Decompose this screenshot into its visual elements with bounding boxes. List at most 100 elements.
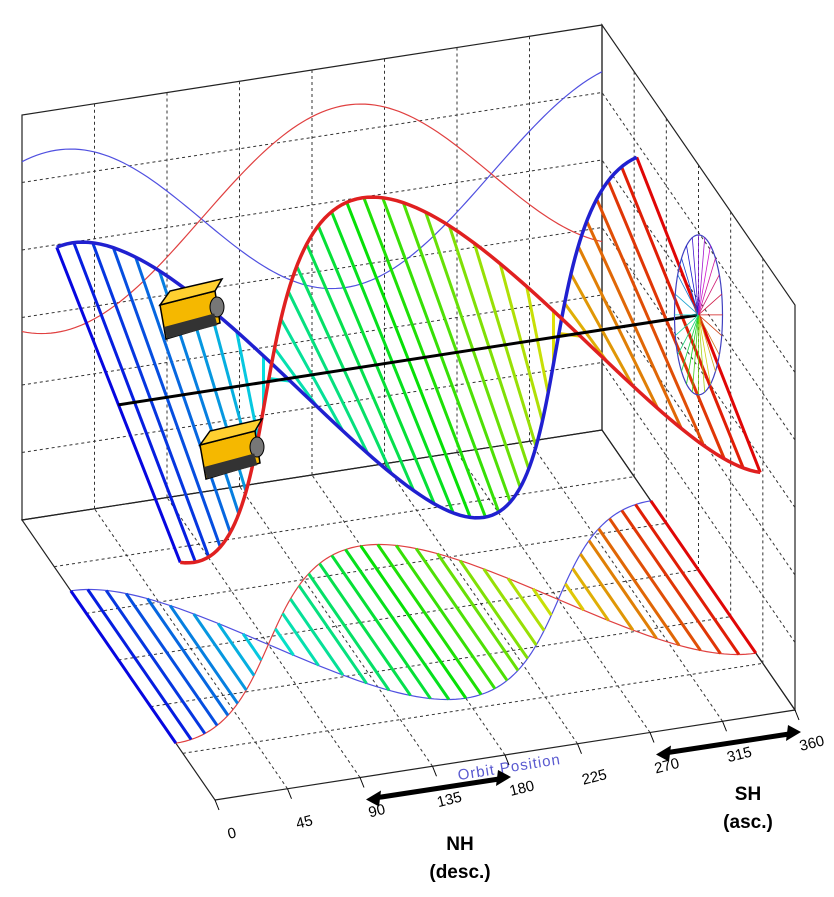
floor-rung: [414, 547, 509, 682]
arrow-head: [656, 745, 671, 762]
spoke: [698, 293, 722, 316]
floor-rung: [394, 544, 497, 690]
floor-rung: [274, 627, 295, 657]
satellite: [158, 277, 224, 307]
grid-line: [21, 294, 603, 386]
tick-label: 45: [294, 812, 314, 833]
floor-rung: [168, 604, 239, 705]
tick-mark: [504, 754, 510, 766]
grid-line: [601, 92, 796, 373]
floor-rung: [359, 544, 468, 700]
spoke: [677, 314, 699, 356]
floor-rung: [571, 567, 610, 622]
floor-rung: [634, 503, 741, 656]
floor-rung: [506, 577, 546, 632]
helix: [180, 195, 761, 565]
tick-mark: [649, 732, 655, 743]
floor-rung: [330, 554, 432, 700]
satellite-base: [164, 313, 218, 339]
grid-line: [21, 159, 603, 251]
floor-rung: [289, 598, 345, 676]
tick-label: 0: [226, 824, 238, 843]
spoke: [698, 314, 720, 356]
tick-mark: [722, 721, 727, 732]
axis-label: Orbit Position: [457, 751, 562, 784]
tick-label: 225: [580, 766, 608, 789]
floor-rung: [281, 612, 320, 667]
annotation: (desc.): [429, 862, 490, 883]
spoke: [698, 258, 716, 315]
grid-line: [239, 485, 433, 767]
tick-label: 135: [435, 789, 463, 812]
spoke: [698, 245, 711, 315]
floor-rung: [344, 548, 451, 701]
floor-rung: [307, 572, 391, 692]
tick-label: 360: [798, 732, 826, 755]
tick-mark: [432, 766, 437, 777]
floor-rung: [146, 597, 230, 717]
spoke: [677, 274, 699, 316]
floor-rung: [597, 527, 681, 647]
grid-line: [529, 440, 723, 722]
scene-layer: [20, 23, 797, 801]
spoke: [681, 258, 699, 315]
grid-line: [54, 476, 635, 568]
spoke: [698, 314, 716, 372]
floor-rung: [124, 592, 219, 727]
satellite-lens: [209, 296, 225, 318]
arrow-head: [786, 725, 801, 741]
floor-rung: [69, 589, 178, 745]
spoke: [691, 314, 699, 393]
tick-mark: [214, 799, 220, 811]
floor-rung: [436, 552, 520, 672]
satellite: [198, 417, 264, 447]
spoke: [686, 245, 699, 315]
floor-rung: [297, 584, 368, 685]
floor-rung: [241, 632, 263, 662]
grid-line: [182, 662, 763, 754]
tick-mark: [794, 709, 800, 721]
spoke: [698, 314, 711, 385]
floor-rung: [104, 589, 207, 735]
wall-curve: [21, 71, 603, 290]
annotation: (asc.): [723, 812, 773, 833]
floor-rung: [620, 509, 722, 655]
spoke: [698, 237, 706, 315]
axis-line: [118, 313, 699, 407]
spoke: [691, 237, 699, 315]
floor-rung: [608, 517, 702, 652]
floor-rung: [86, 588, 193, 741]
annotation: SH: [735, 784, 761, 805]
satellite-base: [203, 453, 258, 479]
floor-rung: [318, 562, 412, 697]
grid-line: [601, 362, 796, 643]
tick-label: 180: [508, 777, 536, 800]
floor-rung: [192, 613, 248, 691]
tick-mark: [287, 788, 292, 799]
arrow: [667, 731, 790, 755]
spoke: [686, 314, 699, 385]
tick-label: 90: [367, 801, 387, 822]
grid-line: [21, 362, 603, 453]
arrow-head: [496, 770, 511, 786]
tick-label: 270: [653, 755, 681, 778]
spoke: [698, 314, 706, 393]
annotation: NH: [446, 834, 473, 855]
floor-rung: [216, 622, 256, 677]
wall-curve: [21, 103, 603, 335]
spoke: [675, 314, 699, 336]
floor-rung: [458, 559, 529, 660]
satellite-lens: [249, 436, 265, 458]
tick-label: 315: [725, 744, 753, 767]
tick-mark: [577, 743, 582, 754]
spoke: [698, 274, 720, 316]
spoke: [698, 314, 722, 336]
tick-mark: [359, 777, 365, 788]
floor-rung: [531, 587, 553, 617]
grid-line: [21, 92, 603, 183]
grid-line: [150, 616, 731, 708]
floor-rung: [649, 499, 758, 655]
floor-rung: [579, 553, 635, 631]
floor-rung: [564, 582, 585, 612]
